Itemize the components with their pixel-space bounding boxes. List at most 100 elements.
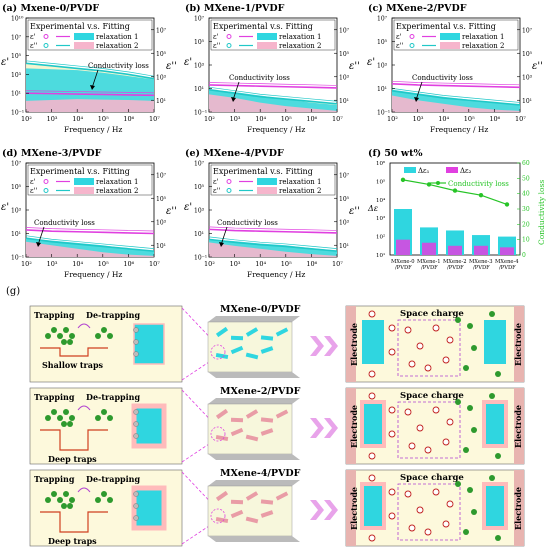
chart-title: (f) 50 wt% xyxy=(368,148,423,159)
x-axis-label: Frequency / Hz xyxy=(64,125,122,134)
annotation-text: Conductivity loss xyxy=(412,74,473,82)
y-tick-label: 10³ xyxy=(11,208,22,215)
y-tick-label: 10⁵ xyxy=(194,39,205,46)
mxene-filler xyxy=(215,434,229,442)
electron-dot xyxy=(61,503,67,509)
electrode-label-right: Electrode xyxy=(513,405,523,448)
annotation-arrow xyxy=(415,81,423,101)
x-tick-label: 10⁵ xyxy=(98,115,109,123)
space-charge-box xyxy=(397,319,461,377)
y2-tick-label: 10³ xyxy=(339,74,350,81)
mxene-right xyxy=(482,400,508,448)
electrode-label-left: Electrode xyxy=(349,487,359,530)
y2-tick-label: 10¹ xyxy=(339,243,349,250)
composite-title: MXene-2/PVDF xyxy=(220,386,301,397)
x-tick-label: 10⁵ xyxy=(464,115,475,123)
y2-tick-label: 10⁷ xyxy=(339,172,350,179)
negative-charge xyxy=(463,365,469,371)
mxene-filler xyxy=(215,326,229,338)
legend-eps-double-prime-marker xyxy=(226,188,232,193)
x-axis-label: Frequency / Hz xyxy=(64,270,122,279)
y-tick-label: 10⁻¹ xyxy=(194,255,207,262)
chart-title: (a) Mxene-0/PVDF xyxy=(2,3,99,14)
trap-type-label: Shallow traps xyxy=(42,360,104,370)
fit-line-eps-double-prime xyxy=(25,235,155,249)
positive-charge xyxy=(388,512,396,520)
y-tick-label: 10² xyxy=(376,234,385,241)
mxene-filler xyxy=(230,345,244,355)
y-tick-label: 10³ xyxy=(11,72,22,79)
y2-tick-label: 10¹ xyxy=(156,243,166,250)
x-tick-label: 10³ xyxy=(230,115,241,123)
schematic-row: Trapping De-trapping Shallow traps MXene-0/… xyxy=(29,304,525,383)
y2-axis-label: ε'' xyxy=(349,206,360,217)
positive-charge xyxy=(368,534,376,542)
positive-charge xyxy=(368,370,376,378)
x-tick-label: 10⁴ xyxy=(255,115,266,123)
x-tick-label: 10⁶ xyxy=(123,260,134,268)
positive-charge xyxy=(442,520,450,528)
mxene-filler xyxy=(275,327,289,337)
transition-chevron xyxy=(310,336,324,356)
negative-charge xyxy=(463,529,469,535)
annotation-arrowhead xyxy=(231,97,236,102)
y-axis-label: ε' xyxy=(1,202,9,213)
positive-charge xyxy=(408,524,416,532)
fit-line-eps-prime xyxy=(391,80,521,86)
legend-eps-prime: ε' xyxy=(30,33,36,41)
annotation-arrowhead xyxy=(219,242,224,247)
electron-dot xyxy=(45,497,51,503)
fit-line-eps-double-prime xyxy=(25,60,155,77)
y-tick-label: 10¹ xyxy=(377,86,387,93)
zoom-circle xyxy=(210,426,226,442)
x-axis-label: Frequency / Hz xyxy=(247,125,305,134)
y2-axis-label: ε'' xyxy=(532,61,543,72)
space-charge-box xyxy=(397,483,461,541)
electrode-label-right: Electrode xyxy=(513,487,523,530)
annotation-arrow xyxy=(37,226,45,246)
series-line-eps-prime xyxy=(25,229,155,235)
electron-dot xyxy=(67,503,73,509)
x-tick-label: 10⁷ xyxy=(332,115,343,123)
electrode-right-bar xyxy=(514,306,524,382)
positive-charge xyxy=(388,488,396,496)
space-charge-label: Space charge xyxy=(400,391,464,401)
legend-relaxation-2-swatch xyxy=(74,187,94,194)
y-tick-label: 10⁷ xyxy=(11,161,22,168)
electron-dot xyxy=(45,333,51,339)
chart-title: (d) MXene-3/PVDF xyxy=(2,148,102,159)
legend-relaxation-2-swatch xyxy=(257,187,277,194)
relaxation-2-area xyxy=(26,99,154,112)
x-tick-label: 10³ xyxy=(47,260,58,268)
legend-eps-prime: ε' xyxy=(30,178,36,186)
legend-relaxation-1-swatch xyxy=(74,178,94,185)
y-tick-label: 10⁵ xyxy=(376,178,385,185)
slab-top-electrode xyxy=(208,316,300,322)
bar-panel: (f) 50 wt%MXene-0/PVDFMXene-1/PVDFMXene-… xyxy=(367,148,546,271)
y2-tick-label: 10⁵ xyxy=(156,196,167,203)
mxene-sheet xyxy=(131,485,167,531)
slab-bottom-electrode xyxy=(208,536,300,542)
detrapping-label: De-trapping xyxy=(86,310,140,320)
surface-charge xyxy=(133,503,139,509)
y2-tick-label: 10³ xyxy=(522,74,533,81)
electrode-right-bar xyxy=(514,388,524,464)
transition-chevron xyxy=(324,336,338,356)
y-tick-label: 10⁵ xyxy=(11,53,22,60)
x-tick-label: 10³ xyxy=(47,115,58,123)
mxene-filler xyxy=(230,335,244,341)
mxene-filler xyxy=(245,491,259,501)
y-tick-label: 10⁻¹ xyxy=(377,110,390,117)
trapping-label: Trapping xyxy=(34,392,75,402)
negative-charge xyxy=(495,535,501,541)
mxene-left xyxy=(362,320,384,364)
legend-eps-double-prime: ε'' xyxy=(30,187,38,195)
negative-charge xyxy=(489,475,495,481)
slab-bottom-electrode xyxy=(208,372,300,378)
bar-delta-eps-2 xyxy=(500,247,514,255)
negative-charge xyxy=(455,399,461,405)
y2-tick-label: 10³ xyxy=(339,219,350,226)
negative-charge xyxy=(471,509,477,515)
mxene-filler xyxy=(215,352,229,360)
annotation-arrowhead xyxy=(414,97,419,102)
